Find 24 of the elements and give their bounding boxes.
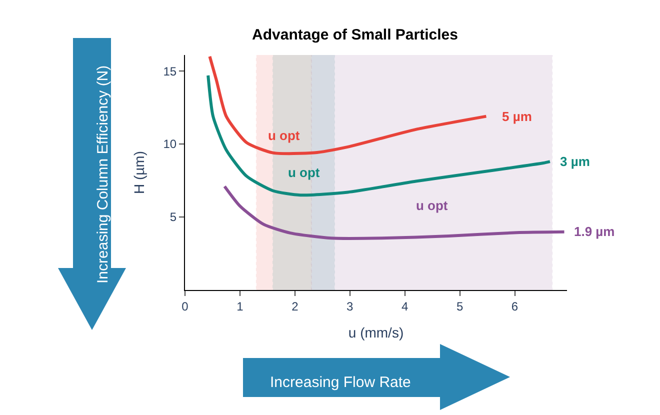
x-tick-label: 4 [402,299,409,314]
x-tick-label: 0 [182,299,189,314]
chart-title: Advantage of Small Particles [252,26,458,44]
x-tick-label: 3 [346,299,354,314]
text: Increasing Flow Rate [270,374,411,391]
y-axis-title: H (µm) [130,150,147,194]
x-tick-label: 1 [236,299,244,314]
x-axis-title: u (mm/s) [348,324,404,341]
line-series [223,184,566,240]
series-label: 3 µm [560,154,590,169]
series-label: 1.9 µm [574,224,615,239]
band-label: u opt [288,165,320,180]
y-tick-label: 10 [163,137,177,152]
y-tick-label: 15 [163,64,177,78]
band-label: u opt [416,198,448,213]
text: Increasing Column Efficiency (N) [94,65,112,284]
line-series [208,55,488,156]
line-series [206,74,552,197]
x-tick-label: 2 [292,299,299,314]
y-tick-label: 5 [170,210,177,224]
series-label: 5 µm [502,109,532,124]
x-tick-label: 6 [511,299,518,314]
band-label: u opt [268,128,300,143]
x-tick-label: 5 [456,299,464,314]
